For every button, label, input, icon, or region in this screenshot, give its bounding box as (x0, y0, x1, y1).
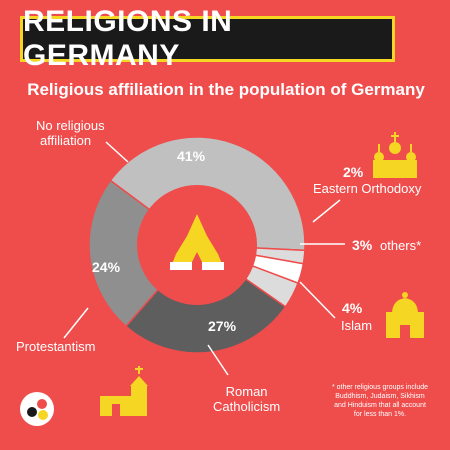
leader-orthodoxy (312, 199, 341, 223)
pct-no-religion: 41% (177, 148, 206, 164)
leader-islam (299, 281, 336, 319)
leader-protestantism (63, 307, 89, 339)
praying-hands-icon (170, 214, 224, 270)
pct-catholicism: 27% (208, 318, 237, 334)
mosque-icon (386, 292, 424, 338)
orthodox-church-icon (373, 132, 417, 178)
label-catholicism: Roman Catholicism (213, 384, 281, 414)
pct-orthodoxy: 2% (343, 164, 364, 180)
title-box: RELIGIONS IN GERMANY (20, 5, 395, 72)
leader-no-religion (105, 141, 129, 163)
pct-islam: 4% (342, 300, 363, 316)
label-protestantism: Protestantism (16, 339, 96, 354)
leader-catholicism (207, 344, 229, 376)
label-others: others* (380, 238, 422, 253)
church-icon (100, 366, 148, 416)
pct-protestantism: 24% (92, 259, 121, 275)
pct-others: 3% (352, 237, 373, 253)
chart-subtitle: Religious affiliation in the population … (27, 80, 425, 99)
page-title: RELIGIONS IN GERMANY (23, 5, 233, 72)
label-islam: Islam (341, 318, 373, 333)
logo-icon (20, 392, 54, 426)
footnote: * other religious groups include Buddhis… (331, 384, 429, 418)
label-no-religion: No religious affiliation (36, 118, 105, 148)
label-orthodoxy: Eastern Orthodoxy (313, 181, 422, 196)
